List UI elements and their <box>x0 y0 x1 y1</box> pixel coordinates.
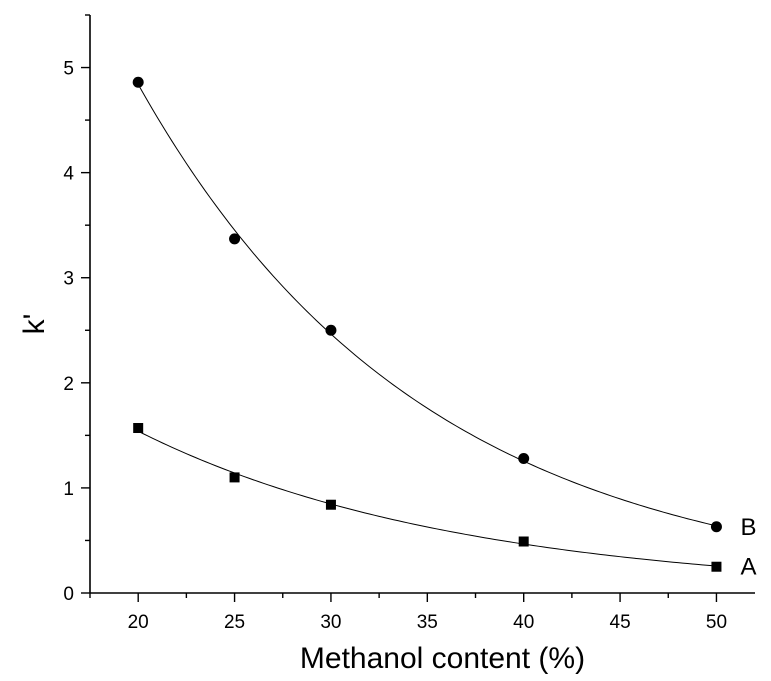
x-tick-label: 40 <box>513 612 534 633</box>
fit-curve-B <box>137 84 717 527</box>
point-A <box>518 536 529 547</box>
y-tick-label: 2 <box>63 374 74 395</box>
fit-curves <box>137 84 717 567</box>
y-axis-title: k' <box>18 314 51 335</box>
x-tick-label: 35 <box>417 612 438 633</box>
point-B <box>710 521 722 533</box>
y-tick-label: 0 <box>63 584 74 605</box>
x-tick-label: 25 <box>224 612 245 633</box>
y-tick-label: 3 <box>63 269 74 290</box>
series-label-B: B <box>740 514 756 541</box>
point-B <box>518 452 530 464</box>
point-A <box>711 561 722 572</box>
series-labels: AB <box>740 514 756 581</box>
x-axis-title: Methanol content (%) <box>300 642 585 675</box>
x-tick-label: 20 <box>128 612 149 633</box>
x-tick-label: 45 <box>610 612 631 633</box>
y-tick-label: 5 <box>63 59 74 80</box>
data-points <box>132 76 722 572</box>
y-tick-label: 1 <box>63 479 74 500</box>
point-B <box>229 233 241 245</box>
point-B <box>325 324 337 336</box>
x-tick-label: 50 <box>706 612 727 633</box>
x-tick-label: 30 <box>320 612 341 633</box>
point-A <box>229 472 240 483</box>
series-label-A: A <box>740 554 756 581</box>
point-A <box>325 499 336 510</box>
point-A <box>133 423 144 434</box>
point-B <box>132 76 144 88</box>
fit-curve-A <box>137 430 717 567</box>
y-tick-label: 4 <box>63 164 74 185</box>
